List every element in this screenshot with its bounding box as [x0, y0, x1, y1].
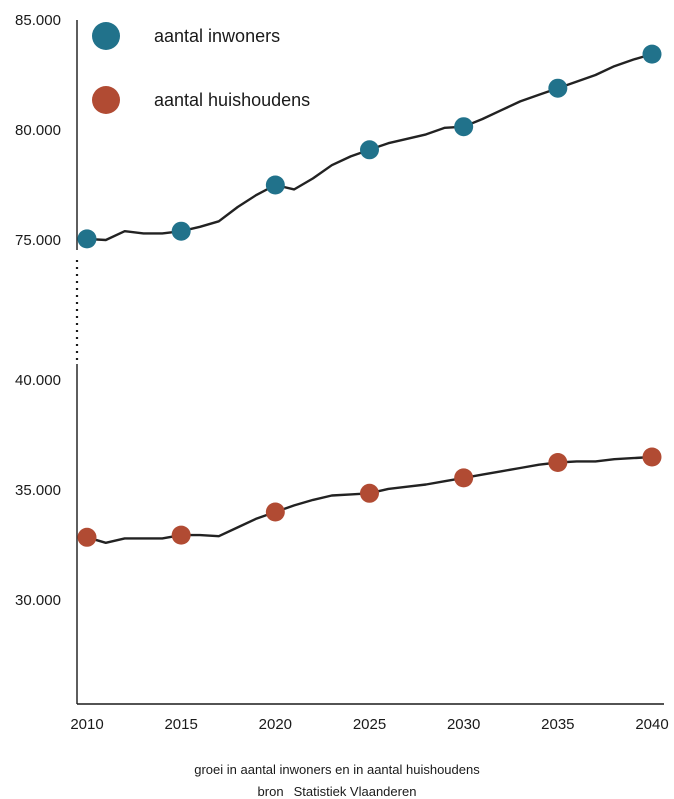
- data-point: [548, 453, 568, 472]
- data-point: [171, 525, 191, 545]
- data-point: [642, 44, 662, 64]
- data-point: [171, 221, 191, 241]
- axes: [75, 20, 664, 705]
- data-point: [77, 527, 97, 547]
- legend-label: aantal inwoners: [154, 26, 280, 46]
- x-tick-label: 2025: [353, 716, 386, 733]
- source-name: Statistiek Vlaanderen: [293, 784, 417, 799]
- data-point: [454, 468, 474, 488]
- y-tick-label: 75.000: [15, 232, 61, 249]
- data-point: [454, 117, 474, 137]
- y-tick-label: 30.000: [15, 592, 61, 609]
- data-point: [360, 140, 379, 160]
- y-tick-label: 80.000: [15, 122, 61, 139]
- x-tick-label: 2035: [541, 716, 574, 733]
- x-tick-label: 2020: [259, 716, 292, 733]
- legend-label: aantal huishoudens: [154, 90, 310, 110]
- legend: aantal inwoners aantal huishoudens: [92, 22, 310, 114]
- legend-marker: [92, 86, 120, 114]
- x-tick-label: 2040: [635, 716, 668, 733]
- y-tick-labels: 85.000 80.000 75.000 40.000 35.000 30.000: [15, 12, 61, 609]
- data-point: [360, 483, 379, 503]
- y-tick-label: 40.000: [15, 372, 61, 389]
- series-markers: [77, 44, 662, 547]
- data-point: [77, 229, 97, 249]
- x-tick-labels: 2010 2015 2020 2025 2030 2035 2040: [70, 716, 668, 733]
- x-tick-label: 2010: [70, 716, 103, 733]
- source-line: bron Statistiek Vlaanderen: [0, 784, 674, 799]
- source-label: bron: [257, 784, 284, 799]
- x-tick-label: 2015: [164, 716, 197, 733]
- series-lines: [86, 52, 653, 544]
- chart-caption: groei in aantal inwoners en in aantal hu…: [194, 762, 480, 777]
- data-point: [265, 175, 285, 195]
- y-tick-label: 35.000: [15, 482, 61, 499]
- data-point: [642, 447, 662, 467]
- data-point: [548, 78, 568, 98]
- x-tick-label: 2030: [447, 716, 480, 733]
- y-tick-label: 85.000: [15, 12, 61, 29]
- legend-marker: [92, 22, 120, 50]
- data-point: [265, 502, 285, 522]
